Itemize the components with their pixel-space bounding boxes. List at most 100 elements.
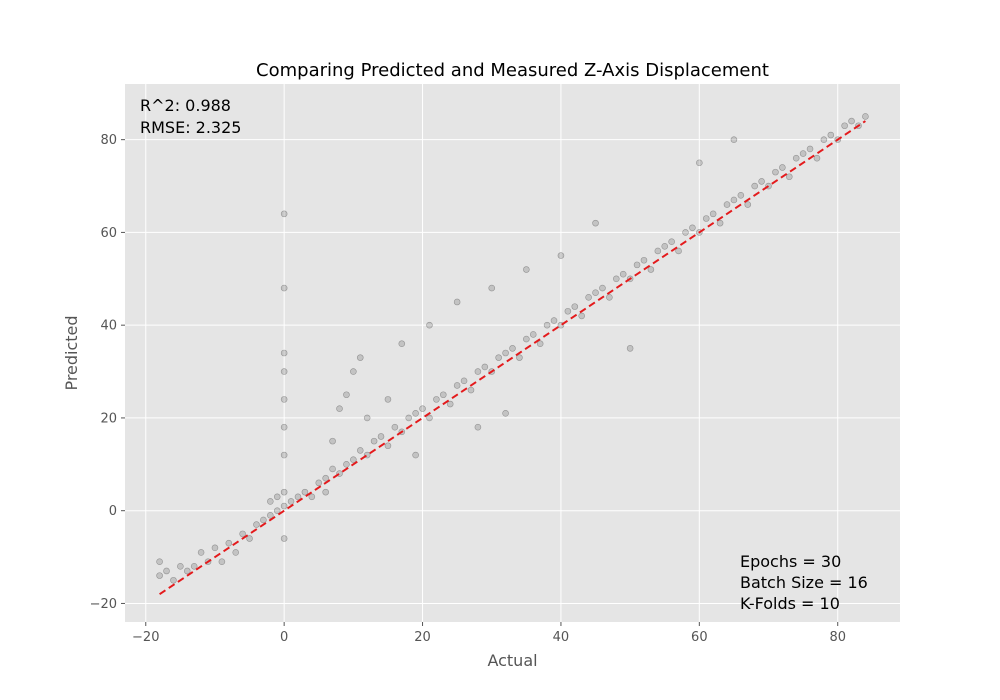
data-point — [301, 488, 309, 496]
data-point — [294, 493, 302, 501]
data-point — [453, 298, 461, 306]
data-point — [273, 493, 281, 501]
data-point — [841, 122, 848, 130]
data-point — [287, 498, 295, 505]
data-point — [170, 576, 177, 584]
data-point — [709, 210, 717, 218]
data-point — [267, 512, 274, 519]
data-point — [640, 256, 648, 264]
data-point — [730, 136, 738, 143]
data-point — [529, 331, 537, 338]
data-point — [280, 210, 288, 218]
x-axis-ticks: −20 0 20 40 60 80 — [132, 622, 846, 645]
data-point — [668, 238, 675, 245]
data-point — [523, 335, 530, 343]
data-point — [280, 488, 288, 496]
data-point — [654, 247, 662, 255]
data-point — [585, 294, 592, 301]
data-point — [785, 173, 793, 181]
x-tick-label: −20 — [132, 630, 159, 645]
data-point — [377, 433, 385, 440]
setting-batch-size: Batch Size = 16 — [740, 573, 868, 592]
reference-line — [159, 120, 866, 596]
data-point — [405, 414, 413, 422]
data-point — [737, 192, 745, 199]
y-tick-label: 80 — [100, 133, 117, 148]
data-point — [474, 368, 482, 375]
data-point — [467, 386, 475, 394]
data-point — [163, 567, 170, 575]
data-point — [280, 423, 288, 431]
data-point — [806, 145, 814, 153]
data-point — [440, 391, 447, 399]
data-point — [280, 451, 288, 459]
data-point — [190, 563, 198, 570]
metric-rmse: RMSE: 2.325 — [140, 118, 241, 137]
data-point — [225, 539, 233, 547]
data-point — [280, 284, 288, 292]
y-tick-label: 0 — [109, 504, 117, 519]
data-point — [848, 117, 855, 125]
grid-lines — [125, 84, 900, 622]
data-point — [702, 215, 710, 222]
data-point — [218, 558, 226, 566]
data-point — [412, 451, 419, 459]
data-point — [315, 479, 323, 487]
x-tick-label: 0 — [280, 630, 288, 645]
data-point — [322, 488, 329, 496]
data-point — [336, 405, 343, 412]
x-tick-label: 40 — [553, 630, 570, 645]
data-point — [495, 354, 502, 361]
y-tick-label: 20 — [100, 411, 117, 426]
data-point — [626, 345, 634, 352]
data-point — [592, 289, 599, 297]
data-point — [564, 307, 572, 315]
data-point — [460, 377, 468, 385]
data-point — [412, 409, 419, 417]
data-point — [682, 229, 689, 236]
y-tick-label: −20 — [90, 597, 117, 612]
data-point — [384, 442, 392, 450]
data-point — [329, 437, 336, 445]
data-point — [350, 368, 357, 375]
data-point — [446, 400, 454, 408]
y-tick-label: 60 — [100, 226, 117, 241]
data-point — [350, 456, 357, 463]
data-point — [474, 423, 482, 431]
data-point — [723, 201, 731, 208]
data-point — [280, 502, 288, 510]
data-point — [543, 321, 551, 329]
data-point — [273, 507, 281, 514]
data-point — [744, 201, 752, 208]
data-point — [280, 535, 288, 542]
data-point — [183, 567, 191, 575]
data-point — [232, 549, 240, 556]
data-point — [606, 294, 613, 301]
data-point — [433, 396, 440, 403]
data-point — [675, 247, 682, 255]
data-point — [426, 414, 433, 422]
data-point — [384, 396, 392, 403]
data-point — [280, 349, 288, 357]
data-point — [516, 354, 523, 361]
x-tick-label: 60 — [691, 630, 708, 645]
data-point — [322, 474, 329, 482]
data-point — [633, 261, 641, 269]
data-point — [267, 498, 274, 505]
data-points — [156, 113, 869, 584]
data-point — [253, 521, 260, 528]
x-axis-label: Actual — [487, 651, 537, 670]
data-point — [592, 219, 599, 227]
data-point — [619, 270, 627, 278]
data-point — [239, 530, 246, 538]
data-point — [211, 544, 219, 552]
data-point — [156, 558, 163, 566]
data-point — [779, 164, 786, 171]
data-point — [792, 154, 800, 162]
data-point — [612, 275, 620, 283]
data-point — [391, 423, 399, 431]
data-point — [599, 284, 606, 292]
data-point — [280, 368, 288, 375]
data-point — [453, 382, 461, 389]
